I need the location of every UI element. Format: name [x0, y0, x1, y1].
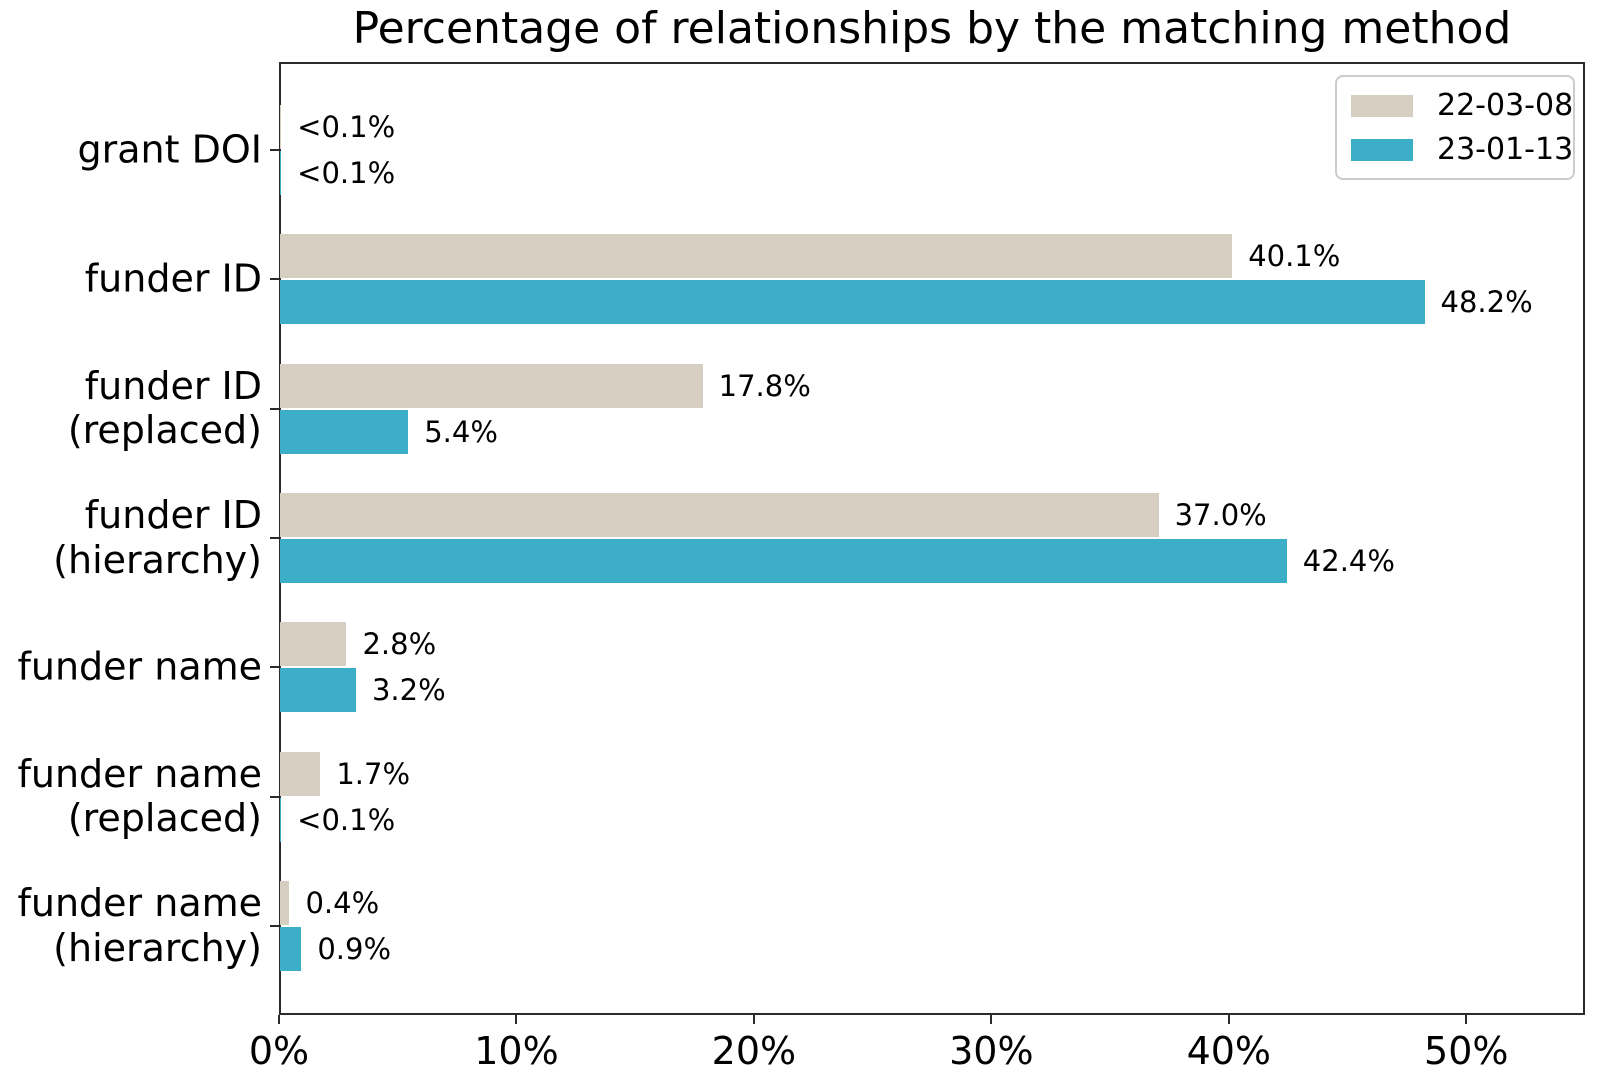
category-label-line: funder name — [17, 751, 262, 796]
bar-value-label: 0.4% — [305, 885, 380, 920]
y-tick-mark — [270, 278, 279, 281]
legend-swatch-22-03-08 — [1351, 94, 1413, 117]
legend-entry-23-01-13: 23-01-13 — [1351, 132, 1573, 167]
x-tick-mark — [990, 1015, 993, 1024]
bar-23-01-13-funder ID (replaced) — [280, 409, 409, 454]
bar-22-03-08-grant DOI — [280, 105, 282, 149]
bar-22-03-08-funder name (hierarchy) — [280, 880, 290, 925]
bar-23-01-13-grant DOI — [280, 151, 282, 195]
category-label-line: grant DOI — [77, 127, 262, 172]
bar-value-label: 1.7% — [336, 756, 411, 791]
x-tick-label: 40% — [1186, 1029, 1272, 1073]
y-tick-mark — [270, 536, 279, 539]
bar-value-label: 17.8% — [718, 368, 811, 403]
bar-value-label: 5.4% — [424, 414, 498, 449]
x-tick-label: 10% — [474, 1029, 559, 1073]
bar-value-label: 37.0% — [1174, 497, 1267, 532]
category-label-line: funder ID — [84, 493, 262, 538]
bar-22-03-08-funder name (replaced) — [280, 751, 321, 796]
category-label-line: (replaced) — [67, 408, 262, 453]
bar-value-label: 40.1% — [1248, 239, 1341, 274]
y-tick-mark — [270, 666, 279, 669]
legend-entry-22-03-08: 22-03-08 — [1351, 88, 1573, 123]
category-label: funder name — [0, 645, 262, 690]
x-tick-label: 0% — [248, 1029, 310, 1073]
x-tick-mark — [1465, 1015, 1468, 1024]
bar-value-label: 2.8% — [362, 627, 437, 662]
category-label: funder ID — [0, 257, 262, 302]
x-tick-mark — [1227, 1015, 1230, 1024]
bar-value-label: <0.1% — [297, 110, 396, 144]
bar-value-label: <0.1% — [297, 156, 396, 190]
category-label-line: funder ID — [84, 363, 262, 408]
x-tick-label: 20% — [711, 1029, 797, 1073]
y-tick-mark — [270, 795, 279, 798]
x-tick-mark — [515, 1015, 518, 1024]
legend: 22-03-08 23-01-13 — [1335, 75, 1575, 180]
bar-22-03-08-funder name — [280, 622, 347, 667]
legend-label: 23-01-13 — [1437, 132, 1574, 167]
bar-value-label: 42.4% — [1302, 543, 1395, 578]
legend-label: 22-03-08 — [1437, 88, 1574, 123]
bar-23-01-13-funder ID — [280, 280, 1425, 325]
category-label-line: (hierarchy) — [53, 925, 262, 970]
bar-22-03-08-funder ID — [280, 234, 1233, 279]
category-label: funder ID (replaced) — [0, 364, 262, 454]
category-label: funder name (hierarchy) — [0, 881, 262, 971]
category-label-line: (hierarchy) — [53, 537, 262, 582]
bar-23-01-13-funder name — [280, 668, 356, 713]
bar-23-01-13-funder ID (hierarchy) — [280, 538, 1287, 583]
chart-title: Percentage of relationships by the match… — [352, 3, 1512, 54]
category-label: funder ID (hierarchy) — [0, 493, 262, 583]
bar-22-03-08-funder ID (hierarchy) — [280, 492, 1159, 537]
bar-22-03-08-funder ID (replaced) — [280, 363, 703, 408]
category-label-line: (replaced) — [67, 796, 262, 841]
bar-value-label: 48.2% — [1440, 285, 1533, 320]
category-label-line: funder ID — [84, 256, 262, 301]
legend-swatch-23-01-13 — [1351, 138, 1413, 161]
category-label-line: funder name — [17, 880, 262, 925]
x-tick-label: 30% — [949, 1029, 1034, 1073]
x-tick-mark — [278, 1015, 280, 1024]
x-tick-mark — [752, 1015, 755, 1024]
plot-area — [279, 62, 1585, 1015]
y-tick-mark — [270, 407, 279, 410]
category-label-line: funder name — [17, 644, 262, 689]
bar-value-label: 0.9% — [317, 931, 392, 966]
category-label: grant DOI — [0, 128, 262, 173]
category-label: funder name (replaced) — [0, 752, 262, 842]
y-tick-mark — [270, 924, 279, 927]
bar-value-label: 3.2% — [371, 673, 446, 708]
x-tick-label: 50% — [1424, 1029, 1509, 1073]
bar-23-01-13-funder name (hierarchy) — [280, 926, 302, 971]
bar-23-01-13-funder name (replaced) — [280, 797, 282, 842]
y-tick-mark — [270, 149, 279, 151]
bar-value-label: <0.1% — [297, 802, 396, 837]
